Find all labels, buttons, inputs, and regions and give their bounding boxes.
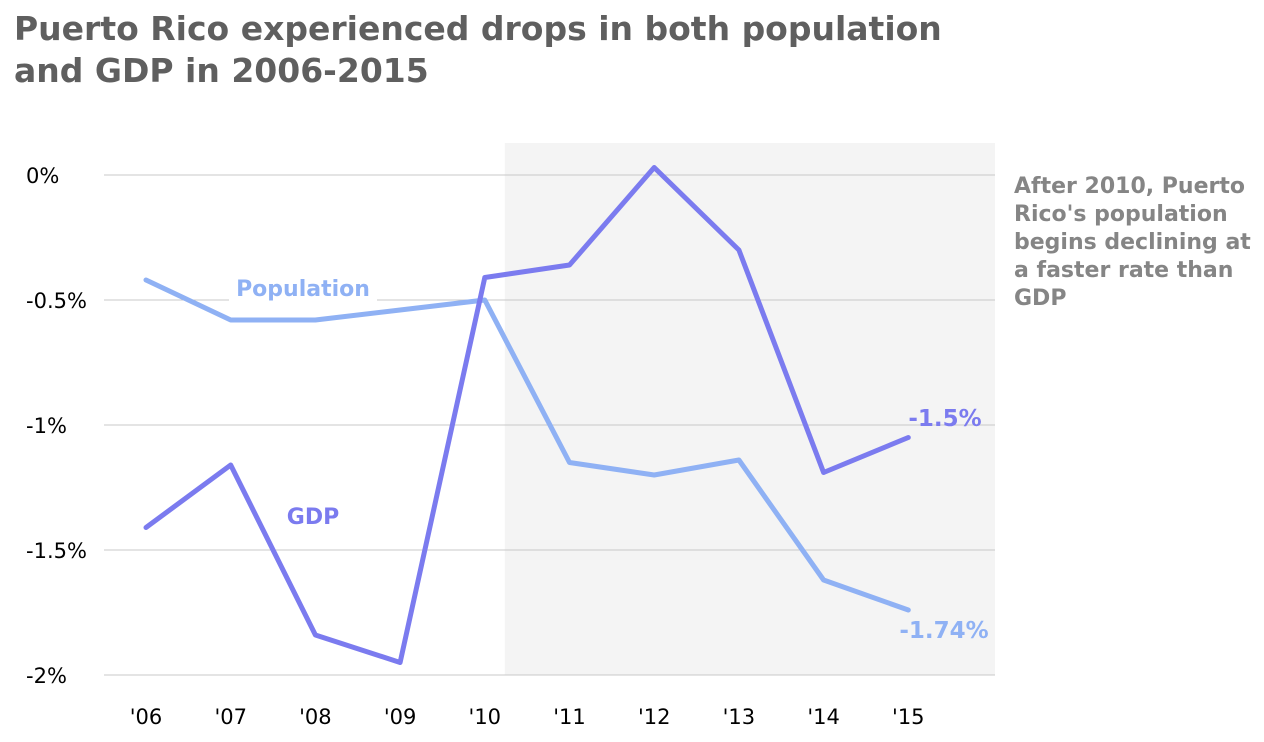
x-tick-label: '14 <box>807 705 840 729</box>
x-tick-label: '10 <box>469 705 502 729</box>
annotation-text: After 2010, Puerto Rico's population beg… <box>1014 174 1251 311</box>
y-tick-label: -1.5% <box>26 539 87 563</box>
series-labels: Population GDP -1.5% -1.74% <box>229 272 989 644</box>
chart-title: Puerto Rico experienced drops in both po… <box>14 8 974 92</box>
x-tick-label: '08 <box>299 705 332 729</box>
x-tick-label: '07 <box>214 705 247 729</box>
population-line <box>143 277 911 613</box>
x-tick-label: '13 <box>723 705 756 729</box>
x-tick-label: '15 <box>892 705 925 729</box>
population-end-value-label: -1.74% <box>899 618 988 644</box>
y-tick-label: 0% <box>26 164 59 188</box>
gdp-end-value-label: -1.5% <box>908 406 981 432</box>
chart-title-line-1: Puerto Rico experienced drops in both po… <box>14 9 942 48</box>
shaded-period-2010-2015 <box>504 143 995 675</box>
y-axis-ticks: 0% -0.5% -1% -1.5% -2% <box>26 164 87 688</box>
population-label-bg <box>229 272 377 306</box>
series-lines <box>143 165 911 665</box>
population-series-label: Population <box>236 277 370 302</box>
chart-title-line-2: and GDP in 2006-2015 <box>14 51 429 90</box>
y-tick-label: -1% <box>26 414 67 438</box>
x-tick-label: '12 <box>638 705 671 729</box>
gdp-series-label: GDP <box>287 505 339 530</box>
y-tick-label: -2% <box>26 664 67 688</box>
x-axis-ticks: '06 '07 '08 '09 '10 '11 '12 '13 '14 '15 <box>130 705 925 729</box>
y-tick-label: -0.5% <box>26 289 87 313</box>
x-tick-label: '09 <box>384 705 417 729</box>
gdp-line <box>143 165 911 665</box>
x-tick-label: '11 <box>553 705 586 729</box>
x-tick-label: '06 <box>130 705 163 729</box>
